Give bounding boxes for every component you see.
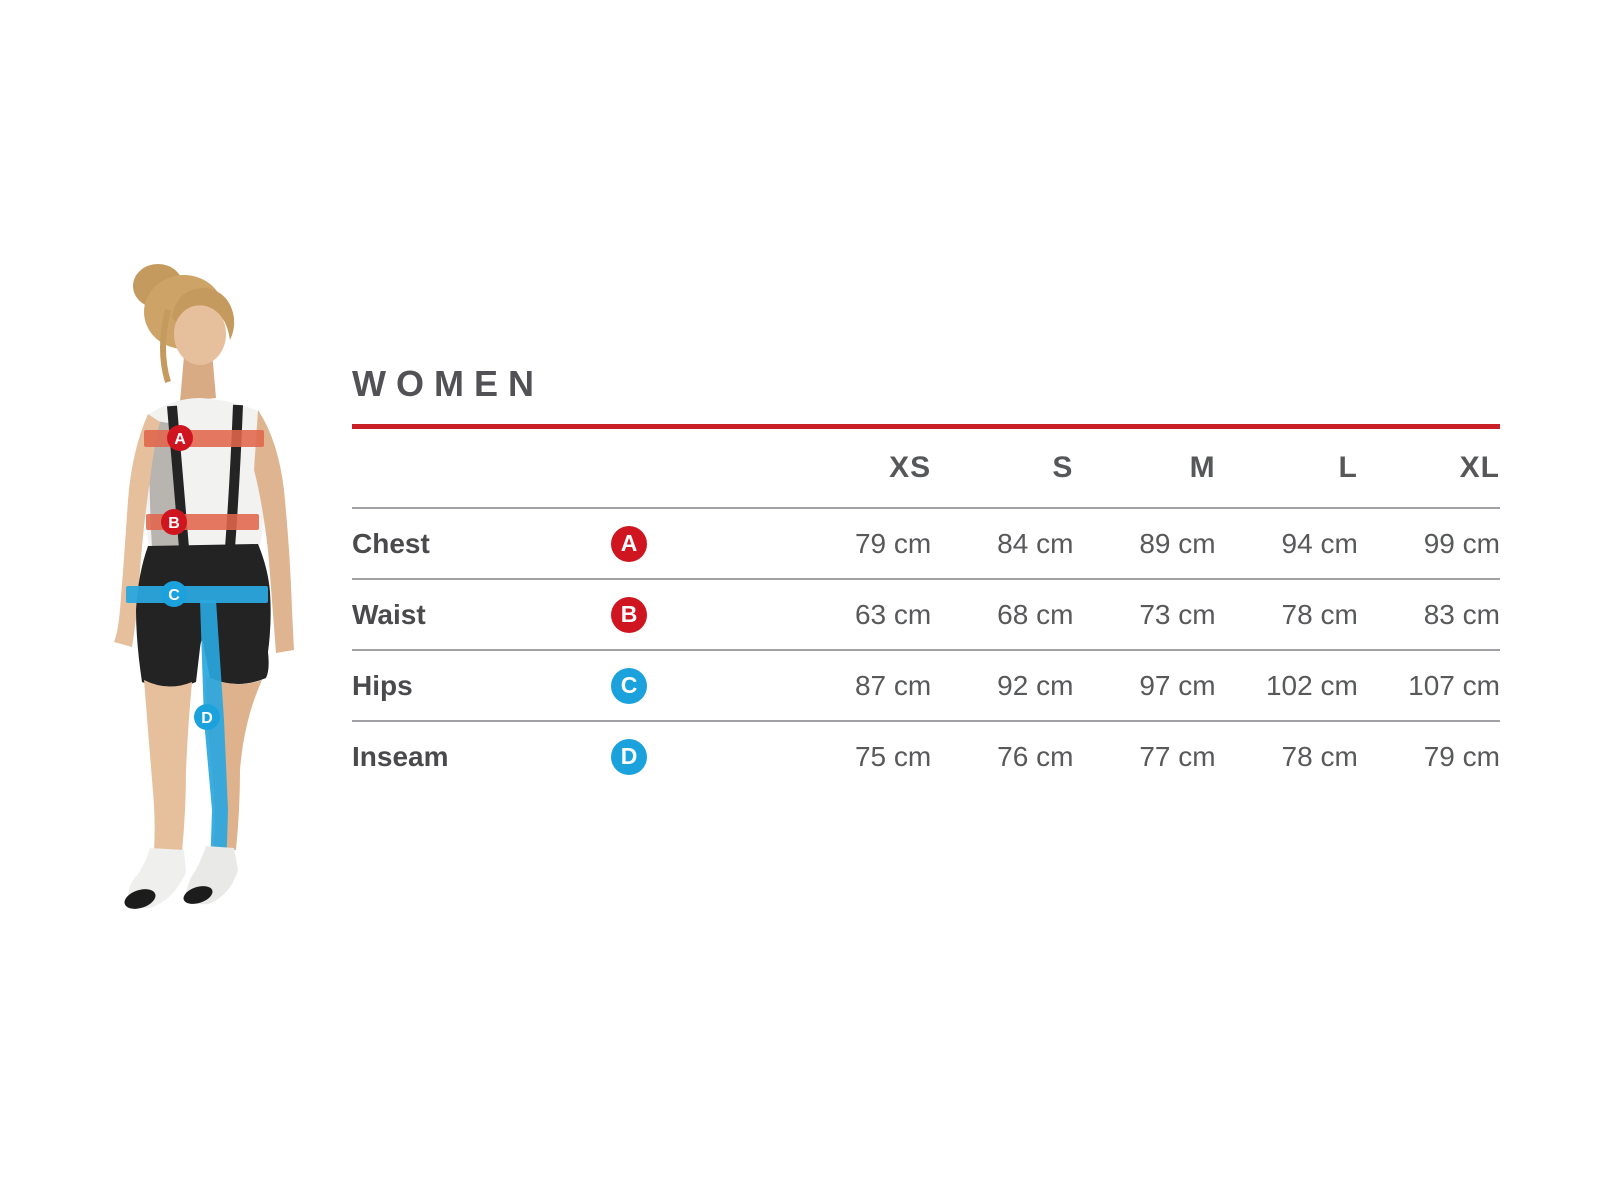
column-header-s: S (1052, 451, 1074, 484)
hair-strand (160, 309, 171, 383)
value-cell: 75 cm (854, 740, 932, 772)
leg-left (144, 680, 192, 852)
page-title: WOMEN (352, 363, 544, 404)
value-cell: 77 cm (1139, 740, 1216, 772)
sock-right-toe (183, 886, 213, 904)
fit-model-photo: A B C D (88, 250, 338, 925)
bib-strap-right (225, 404, 243, 549)
arm-right (254, 410, 294, 653)
row-marker: D (542, 738, 789, 775)
marker-b-badge: B (611, 596, 647, 633)
value-cell: 84 cm (997, 527, 1074, 559)
value-cell: 63 cm (854, 598, 932, 630)
hips-band (126, 586, 268, 603)
value-cell: 102 cm (1265, 669, 1358, 701)
face (174, 303, 226, 365)
value-cell: 78 cm (1281, 740, 1358, 772)
marker-d-letter: D (201, 710, 213, 727)
neck (180, 352, 216, 402)
column-header-l: L (1338, 451, 1358, 484)
row-marker: A (542, 525, 789, 562)
chest-band (144, 430, 264, 447)
marker-a: A (167, 425, 193, 451)
table-row-chest: Chest A 79 cm 84 cm 89 cm 94 cm 99 cm (352, 507, 1500, 578)
row-marker: B (542, 596, 789, 633)
value-cell: 73 cm (1139, 598, 1216, 630)
value-cell: 79 cm (1423, 740, 1500, 772)
row-label: Waist (352, 598, 426, 630)
title-underline (352, 424, 1500, 429)
marker-b: B (161, 509, 187, 535)
table-row-waist: Waist B 63 cm 68 cm 73 cm 78 cm 83 cm (352, 578, 1500, 649)
table-row-hips: Hips C 87 cm 92 cm 97 cm 102 cm 107 cm (352, 649, 1500, 720)
marker-c: C (161, 581, 187, 607)
marker-b-letter: B (168, 515, 180, 532)
table-row-inseam: Inseam D 75 cm 76 cm 77 cm 78 cm 79 cm (352, 720, 1500, 791)
value-cell: 89 cm (1139, 527, 1216, 559)
value-cell: 97 cm (1139, 669, 1216, 701)
bib-strap-left (167, 405, 189, 549)
column-header-m: M (1189, 451, 1216, 484)
fit-model-illustration: A B C D (114, 264, 294, 909)
table-header-row: XS S M L XL (352, 429, 1500, 507)
value-cell: 79 cm (854, 527, 932, 559)
sock-left-toe (124, 889, 156, 909)
marker-d: D (194, 704, 220, 730)
marker-c-badge: C (611, 667, 647, 704)
value-cell: 76 cm (997, 740, 1074, 772)
row-label: Chest (352, 527, 430, 559)
column-header-xs: XS (889, 451, 932, 484)
inseam-stripe (200, 600, 228, 874)
row-label: Inseam (352, 740, 449, 772)
marker-c-letter: C (168, 587, 180, 604)
row-label: Hips (352, 669, 413, 701)
column-header-xl: XL (1459, 451, 1500, 484)
marker-a-badge: A (611, 525, 647, 562)
marker-d-badge: D (611, 738, 647, 775)
value-cell: 87 cm (854, 669, 932, 701)
value-cell: 99 cm (1423, 527, 1500, 559)
value-cell: 92 cm (997, 669, 1074, 701)
value-cell: 94 cm (1281, 527, 1358, 559)
size-table: XS S M L XL Chest A 79 cm 84 cm 89 cm 94… (352, 429, 1500, 791)
row-marker: C (542, 667, 789, 704)
value-cell: 107 cm (1408, 669, 1500, 701)
hair-fringe (172, 288, 235, 340)
size-chart: WOMEN XS S M L XL Chest A 79 cm 84 cm 89… (352, 362, 1500, 791)
value-cell: 78 cm (1281, 598, 1358, 630)
arm-left (114, 414, 160, 647)
value-cell: 83 cm (1423, 598, 1500, 630)
marker-a-letter: A (174, 431, 186, 448)
value-cell: 68 cm (997, 598, 1074, 630)
